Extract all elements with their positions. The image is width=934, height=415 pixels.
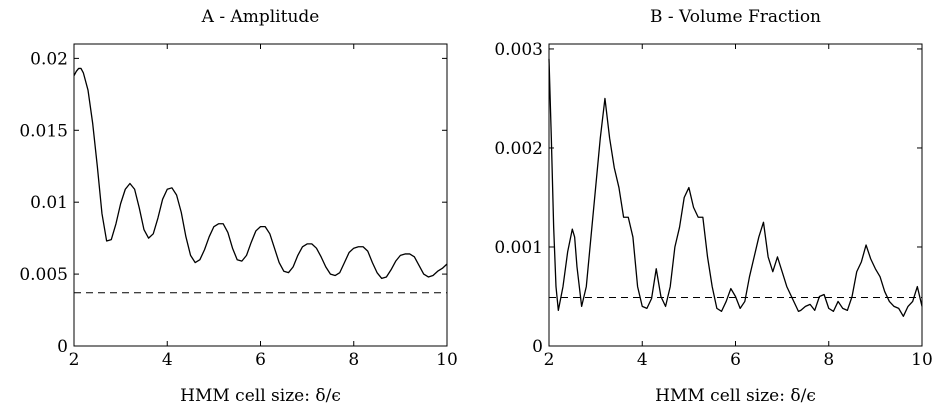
x-tick-label: 10 <box>911 350 933 370</box>
x-tick-label: 8 <box>823 350 834 370</box>
x-tick-label: 4 <box>162 350 173 370</box>
x-axis-label: HMM cell size: δ/ϵ <box>180 386 341 406</box>
x-tick-label: 4 <box>637 350 648 370</box>
chart-title: A - Amplitude <box>201 7 320 27</box>
y-tick-label: 0 <box>57 337 68 357</box>
y-tick-label: 0.002 <box>494 139 543 159</box>
y-tick-label: 0 <box>532 337 543 357</box>
chart-title: B - Volume Fraction <box>650 7 821 27</box>
y-tick-label: 0.01 <box>30 193 68 213</box>
x-tick-label: 2 <box>544 350 555 370</box>
plot-frame <box>73 43 448 347</box>
y-tick-label: 0.001 <box>494 238 543 258</box>
y-tick-label: 0.02 <box>30 49 68 69</box>
y-tick-label: 0.003 <box>494 40 543 60</box>
y-tick-label: 0.005 <box>19 265 68 285</box>
data-series-line <box>548 58 923 317</box>
y-tick-label: 0.015 <box>19 121 68 141</box>
plot-frame <box>548 43 923 347</box>
chart-panel-volume-fraction: B - Volume Fraction 2 4 6 8 10 0 0.001 0.002 0.00… <box>494 7 932 406</box>
x-axis-label: HMM cell size: δ/ϵ <box>655 386 816 406</box>
x-tick-label: 8 <box>348 350 359 370</box>
data-series-line <box>73 67 448 280</box>
x-tick-label: 2 <box>69 350 80 370</box>
x-tick-label: 6 <box>730 350 741 370</box>
chart-panel-amplitude: A - Amplitude 2 4 6 8 10 0 0.005 0.01 0.015 0.02 HM… <box>19 7 457 406</box>
x-tick-label: 6 <box>255 350 266 370</box>
x-tick-label: 10 <box>436 350 458 370</box>
